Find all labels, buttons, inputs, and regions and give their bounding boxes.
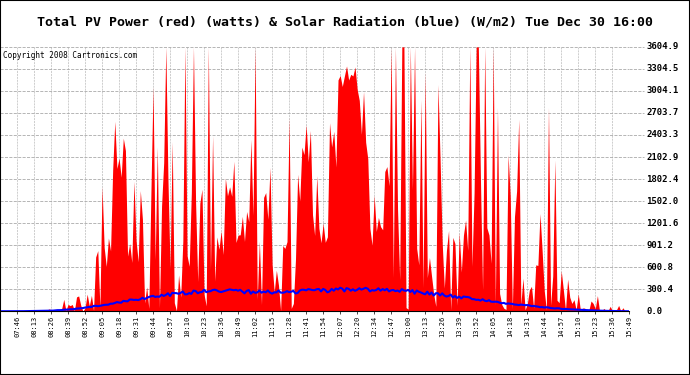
Text: 1502.0: 1502.0 [647,196,678,206]
Text: 901.2: 901.2 [647,241,673,250]
Text: Total PV Power (red) (watts) & Solar Radiation (blue) (W/m2) Tue Dec 30 16:00: Total PV Power (red) (watts) & Solar Rad… [37,15,653,28]
Text: 0.0: 0.0 [647,307,662,316]
Text: 2102.9: 2102.9 [647,153,678,162]
Text: 1802.4: 1802.4 [647,175,678,184]
Text: 2403.3: 2403.3 [647,130,678,140]
Text: 1201.6: 1201.6 [647,219,678,228]
Text: 300.4: 300.4 [647,285,673,294]
Text: 600.8: 600.8 [647,263,673,272]
Text: Copyright 2008 Cartronics.com: Copyright 2008 Cartronics.com [3,51,137,60]
Text: 2703.7: 2703.7 [647,108,678,117]
Text: 3304.5: 3304.5 [647,64,678,74]
Text: 3004.1: 3004.1 [647,86,678,95]
Text: 3604.9: 3604.9 [647,42,678,51]
